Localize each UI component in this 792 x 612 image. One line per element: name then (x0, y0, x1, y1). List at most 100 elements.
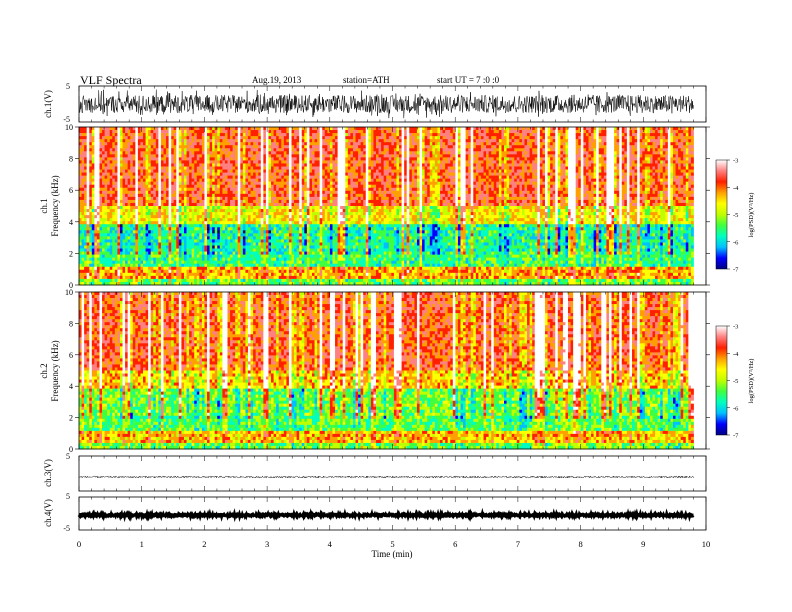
spec1-cell (353, 154, 356, 157)
spec1-cell (243, 176, 246, 179)
spec1-cell (338, 157, 341, 160)
spec1-cell (184, 176, 187, 179)
spec1-cell (251, 160, 254, 163)
spec1-cell (507, 173, 510, 176)
spec1-cell (140, 179, 143, 182)
spec1-cell (245, 148, 248, 151)
spec1-cell (586, 142, 589, 145)
spec1-cell (212, 130, 215, 133)
spec1-cell (184, 188, 187, 191)
spec1-cell (251, 133, 254, 136)
spec1-cell (187, 173, 190, 176)
spec1-cell (107, 185, 110, 188)
spec1-cell (176, 182, 179, 185)
spec1-cell (496, 182, 499, 185)
spec1-cell (394, 182, 397, 185)
spec1-cell (476, 182, 479, 185)
spec1-cell (609, 157, 612, 160)
spec1-cell (146, 173, 149, 176)
spec1-cell (640, 173, 643, 176)
spec1-cell (240, 142, 243, 145)
spec1-cell (691, 182, 694, 185)
spec1-cell (402, 167, 405, 170)
spec1-cell (448, 173, 451, 176)
spec1-cell (445, 142, 448, 145)
spec1-cell (128, 142, 131, 145)
spec1-cell (581, 133, 584, 136)
spec1-cell (187, 160, 190, 163)
spec1-cell (263, 170, 266, 173)
spec1-cell (622, 157, 625, 160)
spec1-cell (617, 185, 620, 188)
spec1-cell (437, 130, 440, 133)
spec1-cell (517, 139, 520, 142)
spec1-cell (681, 163, 684, 166)
spec1-cell (645, 160, 648, 163)
spec1-cell (568, 182, 571, 185)
spec1-cell (286, 148, 289, 151)
spec1-cell (599, 136, 602, 139)
spec1-cell (665, 145, 668, 148)
spec1-cell (368, 142, 371, 145)
spec1-cell (527, 170, 530, 173)
spec1-cell (133, 179, 136, 182)
spec1-cell (125, 130, 128, 133)
spec1-cell (524, 133, 527, 136)
spec1-cell (637, 173, 640, 176)
spec1-cell (673, 167, 676, 170)
spec1-cell (82, 139, 85, 142)
spec1-cell (107, 127, 110, 130)
spec1-cell (688, 163, 691, 166)
spec1-cell (601, 185, 604, 188)
spec1-cell (235, 170, 238, 173)
spec1-cell (450, 182, 453, 185)
spec1-cell (468, 148, 471, 151)
spec1-cell (391, 182, 394, 185)
spec1-cell (317, 185, 320, 188)
spec1-cell (686, 145, 689, 148)
spec1-cell (215, 188, 218, 191)
spec1-cell (279, 185, 282, 188)
spec1-cell (629, 154, 632, 157)
spec1-cell (389, 176, 392, 179)
spec1-cell (542, 188, 545, 191)
spec1-cell (332, 151, 335, 154)
spec1-cell (453, 154, 456, 157)
spec1-cell (240, 163, 243, 166)
spec1-cell (317, 163, 320, 166)
spec1-cell (681, 139, 684, 142)
spec1-cell (184, 151, 187, 154)
spec1-cell (222, 167, 225, 170)
spec1-cell (330, 142, 333, 145)
spec1-cell (281, 173, 284, 176)
spec1-cell (555, 151, 558, 154)
spec1-cell (358, 148, 361, 151)
spec1-cell (330, 130, 333, 133)
spec1-cell (166, 160, 169, 163)
spec1-cell (284, 160, 287, 163)
spec1-cell (322, 154, 325, 157)
spec1-cell (89, 176, 92, 179)
spec1-cell (102, 170, 105, 173)
spec1-cell (432, 151, 435, 154)
spec1-cell (563, 176, 566, 179)
spec1-cell (514, 179, 517, 182)
spec1-cell (642, 176, 645, 179)
spec1-cell (371, 136, 374, 139)
spec1-cell (174, 182, 177, 185)
spec1-cell (356, 157, 359, 160)
spec1-cell (545, 127, 548, 130)
spec1-cell (540, 182, 543, 185)
spec1-cell (425, 173, 428, 176)
spec1-cell (468, 130, 471, 133)
spec1-cell (256, 176, 259, 179)
spec1-cell (292, 139, 295, 142)
spec1-cell (151, 160, 154, 163)
spec1-cell (117, 176, 120, 179)
spec1-cell (207, 167, 210, 170)
spec1-cell (133, 157, 136, 160)
spec1-cell (425, 130, 428, 133)
spec1-cell (425, 176, 428, 179)
spec1-cell (499, 173, 502, 176)
spec1-cell (358, 151, 361, 154)
